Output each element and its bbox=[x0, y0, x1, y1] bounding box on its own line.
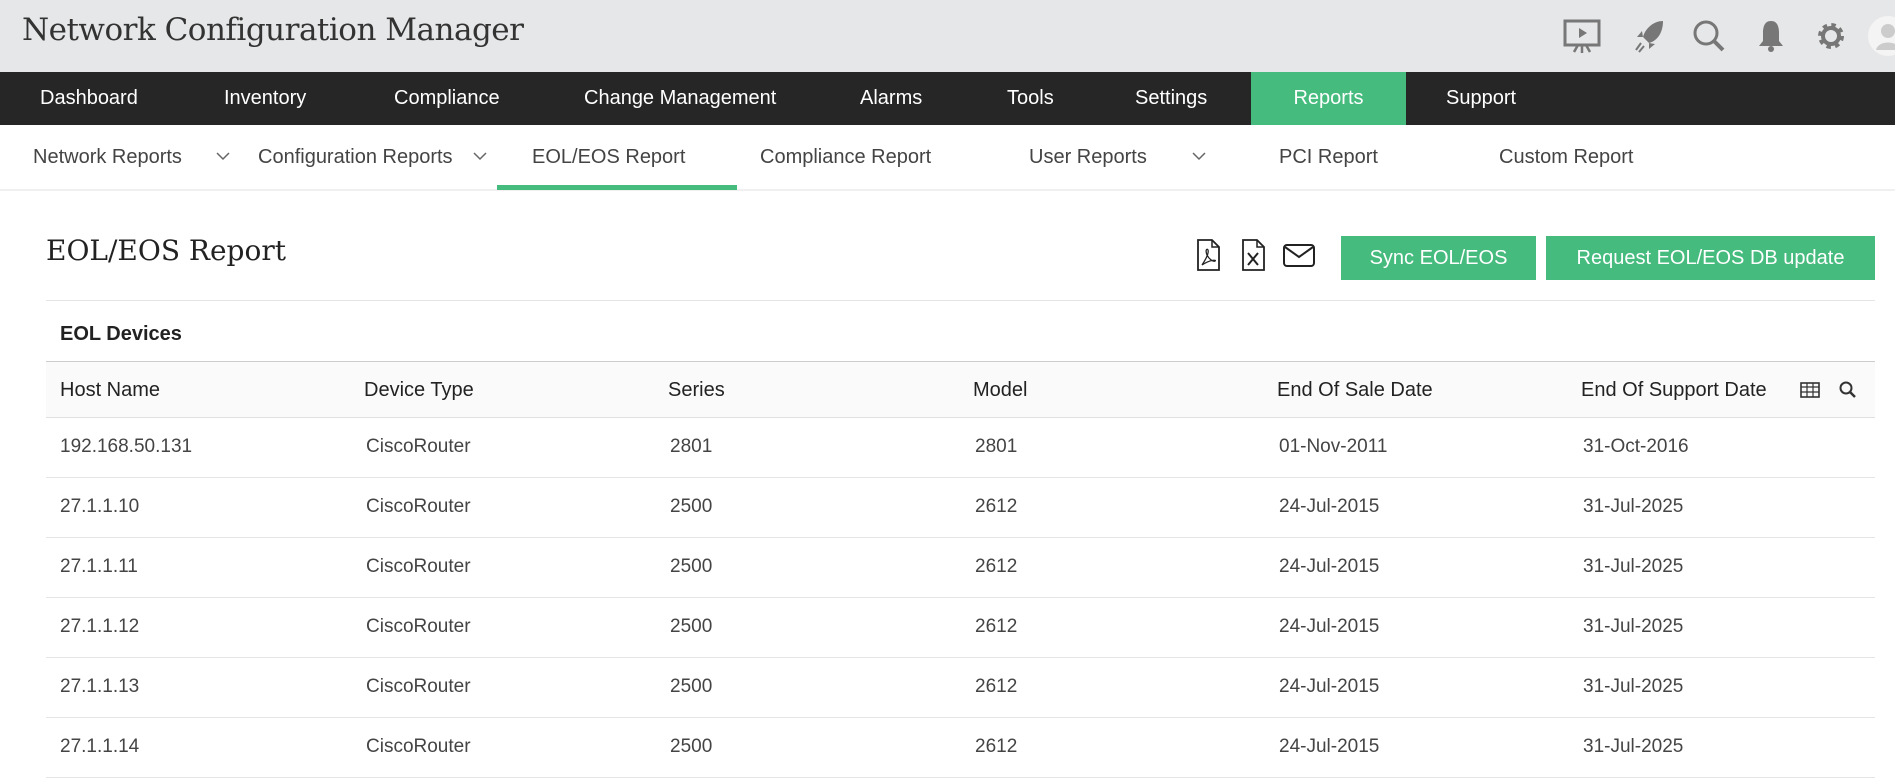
table-cell: 24-Jul-2015 bbox=[1279, 736, 1380, 757]
table-cell: CiscoRouter bbox=[366, 736, 471, 757]
table-cell: 27.1.1.14 bbox=[60, 736, 140, 757]
sub-nav: Network Reports Configuration Reports EO… bbox=[0, 125, 1895, 191]
subnav-pci-report[interactable]: PCI Report bbox=[1279, 146, 1378, 168]
app-title: Network Configuration Manager bbox=[22, 12, 524, 48]
table-cell: 2612 bbox=[975, 736, 1018, 757]
column-header[interactable]: Device Type bbox=[364, 379, 474, 401]
table-cell: CiscoRouter bbox=[366, 496, 471, 517]
column-chooser-icon[interactable] bbox=[1799, 379, 1821, 401]
section-title: EOL Devices bbox=[46, 300, 1875, 362]
gear-icon[interactable] bbox=[1811, 16, 1851, 56]
nav-inventory[interactable]: Inventory bbox=[224, 87, 307, 109]
nav-reports[interactable]: Reports bbox=[1251, 72, 1406, 125]
nav-compliance[interactable]: Compliance bbox=[394, 87, 500, 109]
table-cell: 24-Jul-2015 bbox=[1279, 496, 1380, 517]
subnav-eol-eos-report[interactable]: EOL/EOS Report bbox=[532, 146, 686, 168]
table-cell: 31-Jul-2025 bbox=[1583, 736, 1684, 757]
table-row[interactable]: 27.1.1.13 CiscoRouter 2500 2612 24-Jul-2015 3… bbox=[46, 658, 1875, 718]
table-cell: 2500 bbox=[670, 556, 713, 577]
eol-devices-table: EOL Devices Host Name Device Type Series… bbox=[46, 300, 1875, 778]
table-cell: 01-Nov-2011 bbox=[1279, 436, 1388, 457]
subnav-network-reports[interactable]: Network Reports bbox=[33, 146, 182, 168]
column-header[interactable]: Series bbox=[668, 379, 725, 401]
nav-support[interactable]: Support bbox=[1446, 87, 1517, 109]
table-cell: 2612 bbox=[975, 616, 1018, 637]
nav-settings[interactable]: Settings bbox=[1135, 87, 1208, 109]
table-header: Host Name Device Type Series Model End O… bbox=[46, 362, 1875, 418]
table-cell: 2801 bbox=[975, 436, 1018, 457]
rocket-icon[interactable] bbox=[1629, 16, 1669, 56]
bell-icon[interactable] bbox=[1751, 16, 1791, 56]
table-cell: 2801 bbox=[670, 436, 713, 457]
table-cell: 24-Jul-2015 bbox=[1279, 616, 1380, 637]
avatar-icon[interactable] bbox=[1868, 16, 1895, 56]
column-header[interactable]: End Of Sale Date bbox=[1277, 379, 1433, 401]
table-row[interactable]: 27.1.1.14 CiscoRouter 2500 2612 24-Jul-2015 3… bbox=[46, 718, 1875, 778]
mail-icon[interactable] bbox=[1282, 238, 1316, 272]
table-cell: 2500 bbox=[670, 736, 713, 757]
subnav-configuration-reports[interactable]: Configuration Reports bbox=[258, 146, 453, 168]
column-header[interactable]: Host Name bbox=[60, 379, 161, 401]
page-title: EOL/EOS Report bbox=[46, 234, 286, 267]
nav-tools[interactable]: Tools bbox=[1007, 87, 1054, 109]
chevron-down-icon[interactable] bbox=[471, 147, 489, 165]
main-nav: Dashboard Inventory Compliance Change Ma… bbox=[0, 72, 1895, 125]
nav-alarms[interactable]: Alarms bbox=[860, 87, 923, 109]
table-row[interactable]: 192.168.50.131 CiscoRouter 2801 2801 01-Nov-… bbox=[46, 418, 1875, 478]
table-cell: 2500 bbox=[670, 676, 713, 697]
subnav-user-reports[interactable]: User Reports bbox=[1029, 146, 1147, 168]
table-cell: CiscoRouter bbox=[366, 616, 471, 637]
table-cell: 27.1.1.10 bbox=[60, 496, 140, 517]
table-cell: 27.1.1.13 bbox=[60, 676, 140, 697]
table-row[interactable]: 27.1.1.11 CiscoRouter 2500 2612 24-Jul-2015 3… bbox=[46, 538, 1875, 598]
presentation-icon[interactable] bbox=[1562, 16, 1602, 56]
table-cell: 31-Oct-2016 bbox=[1583, 436, 1689, 457]
chevron-down-icon[interactable] bbox=[214, 147, 232, 165]
pdf-icon[interactable] bbox=[1191, 238, 1225, 272]
table-cell: 192.168.50.131 bbox=[60, 436, 193, 457]
table-cell: 27.1.1.12 bbox=[60, 616, 140, 637]
subnav-custom-report[interactable]: Custom Report bbox=[1499, 146, 1634, 168]
table-cell: 2500 bbox=[670, 616, 713, 637]
sync-eol-eos-button[interactable]: Sync EOL/EOS bbox=[1341, 236, 1536, 280]
table-cell: 27.1.1.11 bbox=[60, 556, 138, 577]
table-cell: 2500 bbox=[670, 496, 713, 517]
table-cell: 2612 bbox=[975, 496, 1018, 517]
search-icon[interactable] bbox=[1689, 16, 1729, 56]
table-row[interactable]: 27.1.1.10 CiscoRouter 2500 2612 24-Jul-2015 3… bbox=[46, 478, 1875, 538]
table-cell: 31-Jul-2025 bbox=[1583, 496, 1684, 517]
table-cell: 2612 bbox=[975, 676, 1018, 697]
chevron-down-icon[interactable] bbox=[1190, 147, 1208, 165]
nav-change-management[interactable]: Change Management bbox=[584, 87, 777, 109]
search-icon[interactable] bbox=[1837, 379, 1859, 401]
table-cell: CiscoRouter bbox=[366, 676, 471, 697]
table-cell: 2612 bbox=[975, 556, 1018, 577]
column-header[interactable]: End Of Support Date bbox=[1581, 379, 1767, 401]
table-cell: CiscoRouter bbox=[366, 436, 471, 457]
active-tab-indicator bbox=[497, 185, 737, 190]
request-db-update-button[interactable]: Request EOL/EOS DB update bbox=[1546, 236, 1875, 280]
excel-icon[interactable] bbox=[1236, 238, 1270, 272]
table-row[interactable]: 27.1.1.12 CiscoRouter 2500 2612 24-Jul-2015 3… bbox=[46, 598, 1875, 658]
table-cell: 24-Jul-2015 bbox=[1279, 556, 1380, 577]
table-cell: CiscoRouter bbox=[366, 556, 471, 577]
table-cell: 31-Jul-2025 bbox=[1583, 676, 1684, 697]
column-header[interactable]: Model bbox=[973, 379, 1028, 401]
table-cell: 31-Jul-2025 bbox=[1583, 556, 1684, 577]
table-cell: 31-Jul-2025 bbox=[1583, 616, 1684, 637]
table-cell: 24-Jul-2015 bbox=[1279, 676, 1380, 697]
subnav-compliance-report[interactable]: Compliance Report bbox=[760, 146, 932, 168]
top-bar: Network Configuration Manager bbox=[0, 0, 1895, 72]
nav-dashboard[interactable]: Dashboard bbox=[40, 87, 138, 109]
